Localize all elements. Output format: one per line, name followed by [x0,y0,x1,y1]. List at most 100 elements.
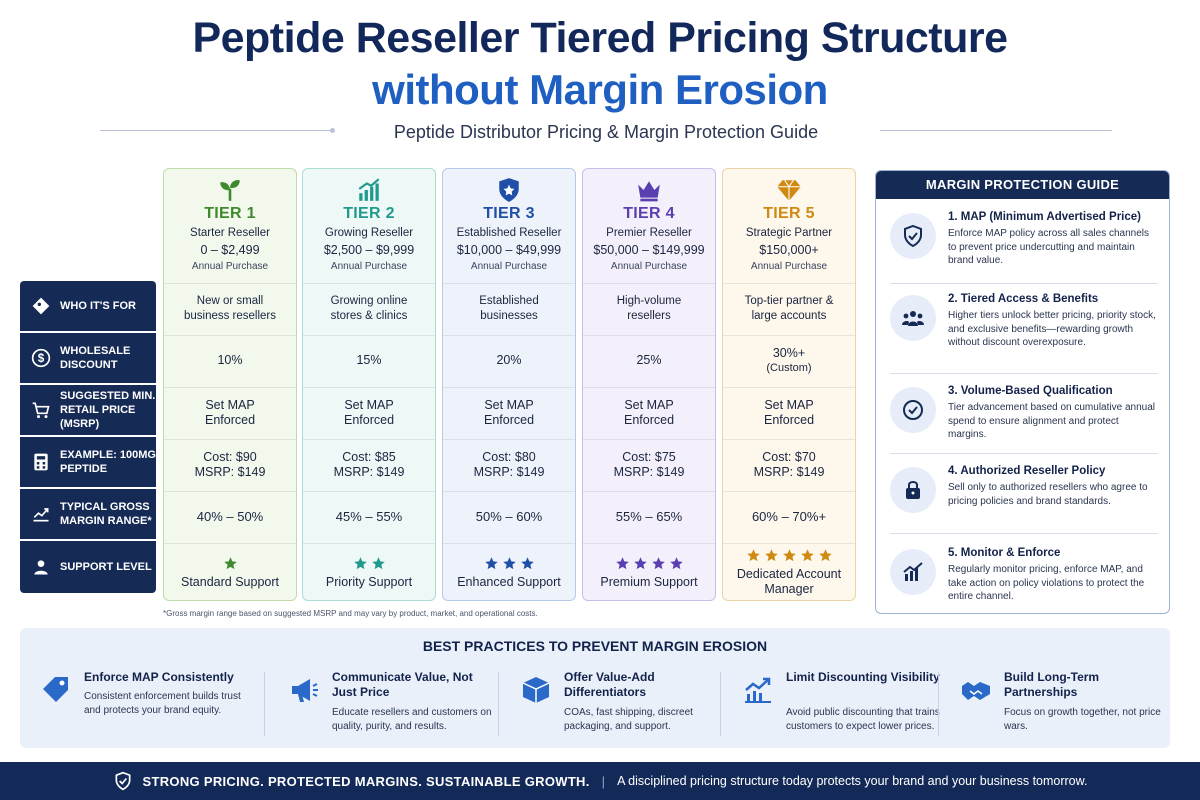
best-practice-title: Offer Value-Add Differentiators [564,670,655,699]
tier-example-msrp: MSRP: $149 [194,464,266,479]
row-label-text: TYPICAL GROSS MARGIN RANGE* [60,501,152,527]
guide-item-desc: Tier advancement based on cumulative ann… [948,402,1155,440]
tier-who-cell: Growing online stores & clinics [303,283,435,333]
best-practices-title: BEST PRACTICES TO PREVENT MARGIN EROSION [422,638,768,654]
row-label-example: EXAMPLE: 100mg PEPTIDE [20,437,156,487]
tier-discount: 10% [217,353,243,367]
tier-msrp-cell: Set MAP Enforced [303,387,435,437]
tier-support: Dedicated Account Manager [736,567,842,596]
tier-header: TIER 1 Starter Reseller 0 – $2,499 Annual P… [164,169,296,283]
tier-support-cell: Enhanced Support [443,543,575,601]
tier-header: TIER 5 Strategic Partner $150,000+ Annual P… [723,169,855,283]
tier-header: TIER 2 Growing Reseller $2,500 – $9,999 Ann… [303,169,435,283]
tier-discount-cell: 25% [583,335,715,385]
row-label-msrp: SUGGESTED MIN. RETAIL PRICE (MSRP) [20,385,156,435]
chart-icon [30,503,52,525]
guide-divider [890,453,1158,454]
tier-msrp: Set MAP Enforced [623,397,675,427]
tier-margin: 40% – 50% [196,509,264,524]
shield-icon [115,771,131,791]
crown-icon [583,175,715,205]
row-label-text: WHOLESALE DISCOUNT [60,345,131,371]
tier-who: High-volume resellers [616,294,682,322]
star-icon [764,549,778,562]
best-practice-title: Limit Discounting Visibility [786,670,940,684]
guide-item-title: 4. Authorized Reseller Policy [948,465,1106,477]
tier-discount-note: (Custom) [766,361,812,374]
tier-discount: 30%+ [772,345,806,360]
tier-range: $150,000+ [759,243,819,257]
guide-title: MARGIN PROTECTION GUIDE [876,171,1169,199]
guide-item-desc: Sell only to authorized resellers who ag… [948,482,1148,507]
tier-stars [353,556,386,571]
row-label-support: SUPPORT LEVEL [20,541,156,593]
group-icon [890,295,936,341]
best-practice-item: Build Long-Term Partnerships Focus on gr… [944,668,1164,744]
tier-who: New or small business resellers [183,294,277,322]
guide-item: 2. Tiered Access & Benefits Higher tiers… [876,285,1169,363]
best-practice-title: Enforce MAP Consistently [84,670,234,684]
guide-item: 1. MAP (Minimum Advertised Price) Enforc… [876,203,1169,281]
row-label-text: SUPPORT LEVEL [60,561,152,573]
tier-who: Top-tier partner & large accounts [744,294,834,322]
tier-example-cell: Cost: $90 MSRP: $149 [164,439,296,489]
star-icon [669,556,683,569]
tier-discount-cell: 10% [164,335,296,385]
tier-msrp-cell: Set MAP Enforced [164,387,296,437]
guide-item: 3. Volume-Based Qualification Tier advan… [876,377,1169,455]
divider-left [100,130,332,131]
best-practice-divider [264,672,265,736]
tag-icon [30,295,52,317]
tier-example-msrp: MSRP: $149 [613,464,685,479]
growth-chart-icon [303,175,435,205]
price-tag-icon [38,672,74,708]
tier-range-note: Annual Purchase [191,261,269,272]
tier-subtitle: Growing Reseller [324,227,414,239]
row-label-text: EXAMPLE: 100mg PEPTIDE [60,449,156,475]
tier-name: TIER 5 [763,205,815,222]
tier-column-5: TIER 5 Strategic Partner $150,000+ Annual P… [722,168,856,601]
divider-dot [330,128,335,133]
tier-discount: 15% [356,353,382,367]
tier-stars [746,548,833,563]
tier-margin-cell: 60% – 70%+ [723,491,855,541]
tier-margin-cell: 40% – 50% [164,491,296,541]
shield-badge-icon [443,175,575,205]
tier-discount-cell: 30%+ (Custom) [723,335,855,385]
tier-who: Established businesses [479,294,539,322]
tier-range: $10,000 – $49,999 [456,243,562,257]
tier-example-cell: Cost: $80 MSRP: $149 [443,439,575,489]
tier-example-msrp: MSRP: $149 [333,464,405,479]
tier-support-cell: Standard Support [164,543,296,601]
cart-icon [30,399,52,421]
box-icon [518,672,554,708]
lock-icon [890,467,936,513]
footer-bar: STRONG PRICING. PROTECTED MARGINS. SUSTA… [0,762,1200,800]
tier-msrp: Set MAP Enforced [204,397,256,427]
tier-example-cell: Cost: $85 MSRP: $149 [303,439,435,489]
tier-header: TIER 3 Established Reseller $10,000 – $49,… [443,169,575,283]
row-label-margin: TYPICAL GROSS MARGIN RANGE* [20,489,156,539]
row-label-text: WHO IT'S FOR [60,300,136,312]
tier-margin: 60% – 70%+ [751,509,827,524]
people-icon [30,556,52,578]
star-icon [746,549,760,562]
tier-subtitle: Strategic Partner [745,227,833,239]
tier-name: TIER 4 [623,205,675,222]
tier-msrp-cell: Set MAP Enforced [723,387,855,437]
guide-divider [890,283,1158,284]
tier-range-note: Annual Purchase [750,261,828,272]
tier-who-cell: Established businesses [443,283,575,333]
tier-example-cell: Cost: $75 MSRP: $149 [583,439,715,489]
tier-name: TIER 3 [483,205,535,222]
tier-who-cell: High-volume resellers [583,283,715,333]
tier-msrp-cell: Set MAP Enforced [583,387,715,437]
best-practice-item: Communicate Value, Not Just Price Educat… [272,668,492,744]
tier-cost: Cost: $90 [203,449,257,464]
tier-cost: Cost: $85 [342,449,396,464]
star-icon [484,556,498,569]
best-practice-desc: Consistent enforcement builds trust and … [84,691,241,716]
tier-example-msrp: MSRP: $149 [753,464,825,479]
tier-range-note: Annual Purchase [330,261,408,272]
